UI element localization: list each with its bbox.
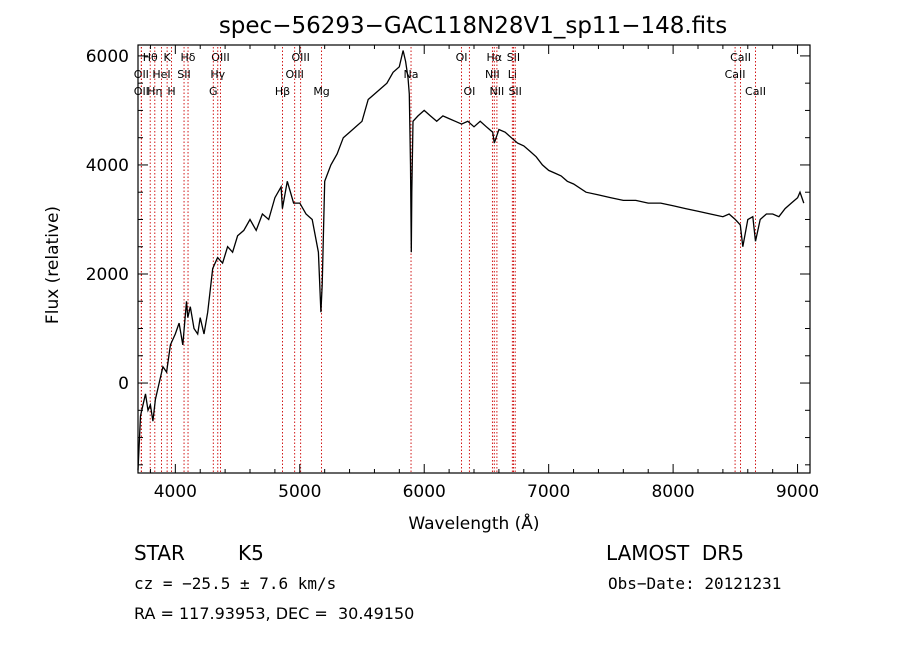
line-label: Hβ [275, 85, 290, 98]
x-tick-label: 6000 [403, 482, 446, 502]
line-label: K [164, 51, 172, 64]
observation-date: Obs−Date: 20121231 [608, 574, 782, 593]
line-label: OIII [291, 51, 309, 64]
line-label: Hδ [181, 51, 196, 64]
line-label: Hθ [143, 51, 158, 64]
chart-axes: 4000 5000 6000 7000 8000 9000 0 2000 4000 6000 [86, 45, 819, 502]
line-label: OI [463, 85, 475, 98]
line-label: Hη [147, 85, 162, 98]
spectral-subclass: K5 [238, 541, 264, 565]
line-label: NII [485, 68, 500, 81]
line-label: OIII [211, 51, 229, 64]
line-label: Mg [313, 85, 329, 98]
survey-release: LAMOST DR5 [606, 541, 744, 565]
line-label: CaII [725, 68, 746, 81]
line-label: SII [508, 85, 521, 98]
line-label: OIII [285, 68, 303, 81]
line-label: NII [490, 85, 505, 98]
y-tick-label: 0 [118, 374, 129, 394]
line-label: CaII [730, 51, 751, 64]
line-label: OI [456, 51, 468, 64]
x-tick-label: 7000 [527, 482, 570, 502]
y-tick-label: 2000 [86, 265, 129, 285]
x-tick-label: 5000 [278, 482, 321, 502]
object-class: STAR [134, 541, 185, 565]
redshift-readout: cz = −25.5 ± 7.6 km/s [134, 574, 337, 593]
line-label: Hα [487, 51, 503, 64]
line-label: H [167, 85, 175, 98]
spectrum-series-line [137, 50, 805, 471]
y-tick-label: 4000 [86, 156, 129, 176]
line-label: Na [404, 68, 419, 81]
x-axis-label: Wavelength (Å) [408, 512, 539, 534]
x-tick-label: 4000 [154, 482, 197, 502]
y-axis-label: Flux (relative) [43, 206, 63, 324]
line-label: Li [508, 68, 517, 81]
chart-title: spec−56293−GAC118N28V1_sp11−148.fits [219, 13, 727, 39]
line-label: G [209, 85, 218, 98]
x-tick-label: 8000 [651, 482, 694, 502]
plot-frame [137, 44, 811, 474]
line-label: HeI [152, 68, 170, 81]
line-label: Hγ [210, 68, 225, 81]
line-label: CaII [745, 85, 766, 98]
coordinates-readout: RA = 117.93953, DEC = 30.49150 [134, 604, 415, 623]
x-tick-label: 9000 [776, 482, 819, 502]
line-label: SII [177, 68, 190, 81]
line-label: SII [507, 51, 520, 64]
y-tick-label: 6000 [86, 47, 129, 67]
